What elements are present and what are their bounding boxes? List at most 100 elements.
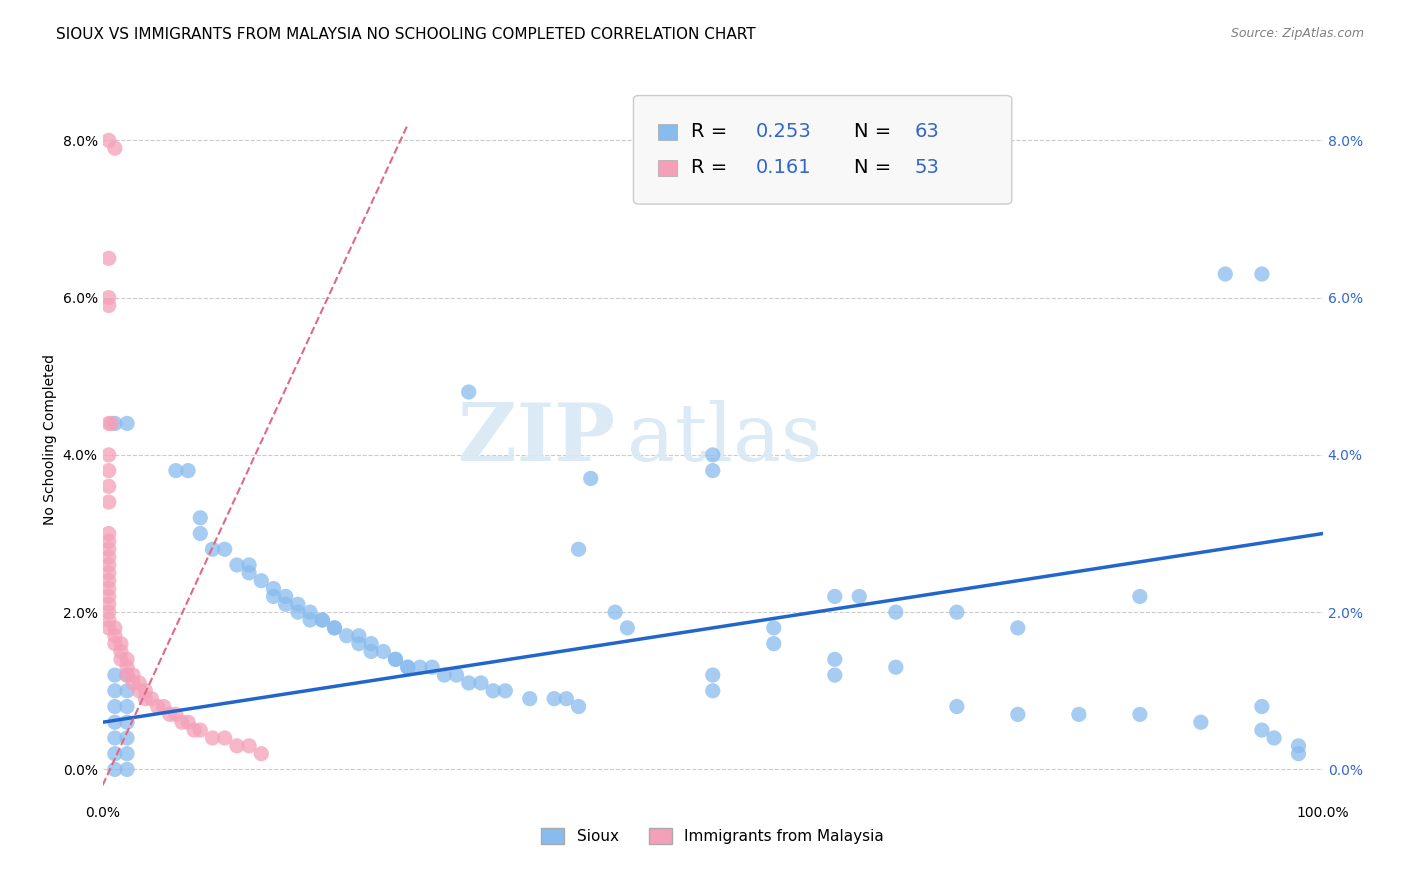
Point	[238, 739, 260, 753]
Point	[115, 668, 138, 682]
Point	[214, 542, 236, 557]
FancyBboxPatch shape	[634, 95, 1012, 204]
Text: ZIP: ZIP	[458, 401, 616, 478]
Point	[165, 707, 187, 722]
Point	[110, 644, 132, 658]
Point	[446, 668, 468, 682]
Point	[274, 590, 297, 604]
Point	[579, 471, 602, 485]
Point	[1189, 715, 1212, 730]
Point	[409, 660, 432, 674]
Point	[373, 644, 395, 658]
Point	[1129, 590, 1152, 604]
Point	[214, 731, 236, 745]
Point	[115, 668, 138, 682]
Point	[152, 699, 174, 714]
Point	[97, 534, 120, 549]
Point	[848, 590, 870, 604]
Point	[97, 582, 120, 596]
Point	[97, 605, 120, 619]
Point	[287, 605, 309, 619]
Point	[457, 676, 479, 690]
Point	[97, 621, 120, 635]
Point	[884, 605, 907, 619]
Point	[201, 542, 224, 557]
Point	[824, 668, 846, 682]
Point	[141, 691, 163, 706]
Point	[555, 691, 578, 706]
Point	[97, 252, 120, 266]
Point	[702, 668, 724, 682]
Point	[97, 566, 120, 580]
Point	[1250, 723, 1272, 738]
Point	[299, 605, 322, 619]
Point	[104, 699, 127, 714]
Point	[543, 691, 565, 706]
Point	[97, 550, 120, 565]
Point	[97, 526, 120, 541]
Text: R =: R =	[692, 122, 734, 141]
Point	[946, 605, 969, 619]
Point	[299, 613, 322, 627]
Point	[457, 384, 479, 399]
Point	[97, 495, 120, 509]
Point	[183, 723, 205, 738]
Bar	[658, 124, 676, 140]
Point	[1067, 707, 1090, 722]
Point	[104, 668, 127, 682]
Point	[97, 542, 120, 557]
Text: 53: 53	[915, 159, 939, 178]
Point	[225, 739, 247, 753]
Point	[115, 660, 138, 674]
Point	[110, 637, 132, 651]
Point	[605, 605, 627, 619]
Point	[263, 590, 285, 604]
Point	[97, 597, 120, 611]
Point	[1213, 267, 1236, 281]
Point	[128, 676, 150, 690]
Point	[250, 574, 273, 588]
Point	[336, 629, 359, 643]
Point	[146, 699, 169, 714]
Point	[702, 464, 724, 478]
Point	[311, 613, 333, 627]
Point	[360, 637, 382, 651]
Legend: Sioux, Immigrants from Malaysia: Sioux, Immigrants from Malaysia	[541, 828, 884, 844]
Text: 63: 63	[915, 122, 939, 141]
Point	[519, 691, 541, 706]
Point	[287, 597, 309, 611]
Point	[97, 590, 120, 604]
Point	[97, 291, 120, 305]
Point	[188, 510, 211, 524]
Bar	[658, 160, 676, 176]
Text: N =: N =	[853, 122, 897, 141]
Point	[97, 558, 120, 572]
Text: N =: N =	[853, 159, 897, 178]
Point	[122, 668, 145, 682]
Text: 0.161: 0.161	[756, 159, 811, 178]
Point	[824, 590, 846, 604]
Point	[188, 723, 211, 738]
Point	[134, 683, 156, 698]
Point	[104, 417, 127, 431]
Point	[104, 141, 127, 155]
Y-axis label: No Schooling Completed: No Schooling Completed	[44, 353, 58, 524]
Point	[250, 747, 273, 761]
Point	[104, 637, 127, 651]
Point	[115, 715, 138, 730]
Point	[702, 683, 724, 698]
Point	[115, 763, 138, 777]
Point	[384, 652, 406, 666]
Point	[177, 715, 200, 730]
Point	[128, 683, 150, 698]
Point	[824, 652, 846, 666]
Point	[110, 652, 132, 666]
Point	[1250, 267, 1272, 281]
Point	[97, 133, 120, 147]
Point	[115, 417, 138, 431]
Point	[347, 637, 370, 651]
Point	[115, 683, 138, 698]
Point	[97, 298, 120, 312]
Point	[347, 629, 370, 643]
Point	[1263, 731, 1285, 745]
